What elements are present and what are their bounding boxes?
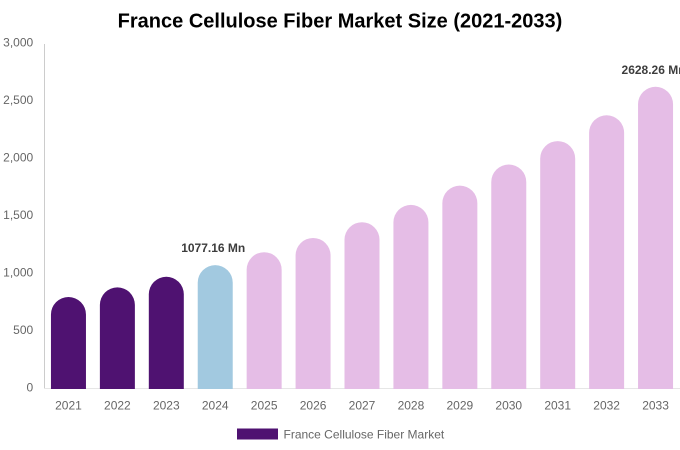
svg-text:2021: 2021 — [55, 399, 82, 413]
svg-text:2028: 2028 — [398, 399, 425, 413]
svg-text:2026: 2026 — [300, 399, 327, 413]
svg-text:2,000: 2,000 — [3, 150, 33, 164]
svg-text:2023: 2023 — [153, 399, 180, 413]
svg-text:2024: 2024 — [202, 399, 229, 413]
svg-text:2628.26 Mn: 2628.26 Mn — [622, 63, 680, 77]
svg-text:1,000: 1,000 — [3, 265, 33, 279]
svg-text:1,500: 1,500 — [3, 208, 33, 222]
svg-text:2032: 2032 — [593, 399, 620, 413]
svg-text:2031: 2031 — [544, 399, 571, 413]
svg-text:2033: 2033 — [642, 399, 669, 413]
svg-text:2,500: 2,500 — [3, 93, 33, 107]
svg-text:0: 0 — [27, 380, 34, 394]
svg-text:France Cellulose Fiber Market: France Cellulose Fiber Market Size (2021… — [118, 11, 563, 33]
svg-text:2022: 2022 — [104, 399, 131, 413]
svg-text:2027: 2027 — [349, 399, 376, 413]
svg-text:500: 500 — [13, 323, 33, 337]
svg-text:2029: 2029 — [446, 399, 473, 413]
svg-text:1077.16 Mn: 1077.16 Mn — [181, 241, 245, 255]
svg-text:2030: 2030 — [495, 399, 522, 413]
svg-text:2025: 2025 — [251, 399, 278, 413]
svg-text:France Cellulose Fiber Market: France Cellulose Fiber Market — [284, 428, 445, 442]
svg-text:3,000: 3,000 — [3, 35, 33, 49]
